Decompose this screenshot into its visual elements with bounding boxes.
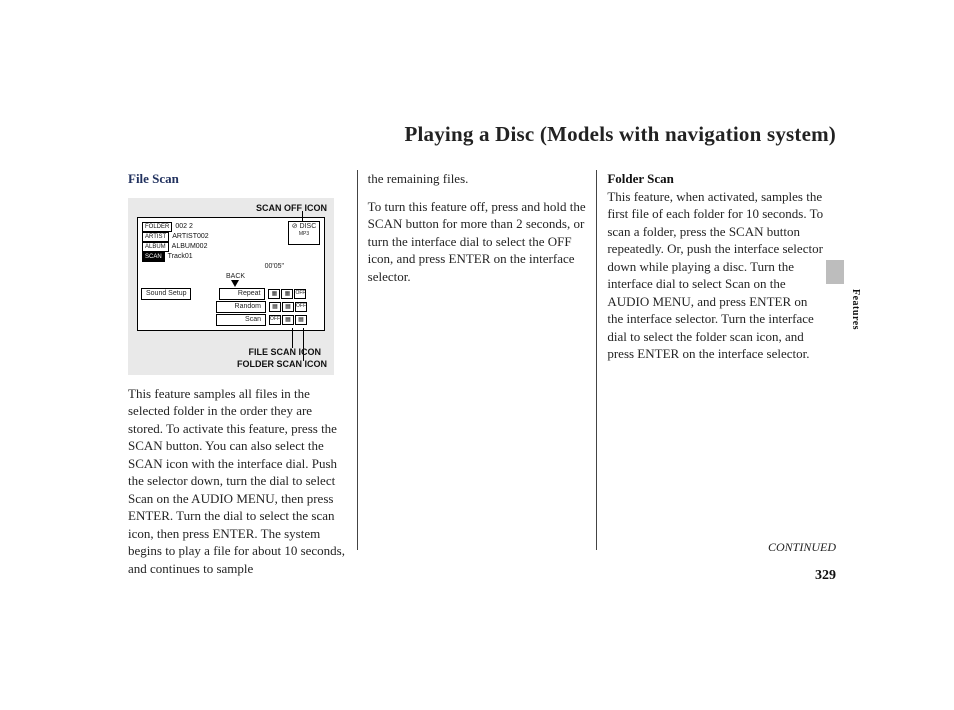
caption-folder-scan-icon: FOLDER SCAN ICON (237, 358, 327, 370)
row-artist: ARTIST ARTIST002 (142, 232, 284, 242)
page-number: 329 (815, 568, 836, 584)
btn-sound-setup: Sound Setup (141, 288, 191, 300)
column-3: Folder Scan This feature, when activated… (596, 170, 836, 550)
disc-format: MP3 (289, 231, 319, 238)
folder-scan-icon: ▦ (295, 315, 307, 325)
btn-repeat: Repeat (219, 288, 265, 300)
disc-label: ⊘ DISC (289, 222, 319, 231)
repeat-icon-1: ▦ (268, 289, 280, 299)
btn-random: Random (216, 301, 266, 313)
repeat-toggles: ▦ ▦ OFF (268, 289, 306, 299)
manual-page: Playing a Disc (Models with navigation s… (0, 0, 954, 710)
val-artist: ARTIST002 (172, 232, 208, 241)
tag-artist: ARTIST (142, 232, 169, 242)
scan-off-icon: OFF (269, 315, 281, 325)
random-toggles: ▦ ▦ OFF (269, 302, 307, 312)
val-folder: 002 2 (175, 222, 193, 231)
tag-album: ALBUM (142, 242, 169, 252)
leader-scanoff (302, 211, 303, 221)
row-folder: FOLDER 002 2 (142, 222, 284, 232)
col1-body: This feature samples all files in the se… (128, 385, 347, 578)
content-columns: File Scan SCAN OFF ICON ⊘ DISC MP3 FOLDE… (118, 170, 836, 550)
val-album: ALBUM002 (172, 242, 208, 251)
tag-folder: FOLDER (142, 222, 172, 232)
back-caret-icon (231, 280, 239, 287)
caption-file-scan-icon: FILE SCAN ICON (248, 346, 321, 358)
scan-toggles: OFF ▦ ▦ (269, 315, 307, 325)
display-figure: SCAN OFF ICON ⊘ DISC MP3 FOLDER 002 2 AR… (128, 198, 334, 375)
leader-file (292, 328, 293, 348)
elapsed-time: 00'05" (265, 262, 284, 271)
file-scan-icon: ▦ (282, 315, 294, 325)
side-tab (826, 260, 844, 284)
repeat-icon-2: ▦ (281, 289, 293, 299)
disc-badge: ⊘ DISC MP3 (288, 221, 320, 245)
page-title: Playing a Disc (Models with navigation s… (404, 122, 836, 147)
row-track: SCAN Track01 (142, 252, 284, 262)
col2-p2: To turn this feature off, press and hold… (368, 198, 587, 286)
col2-p1: the remaining files. (368, 170, 587, 188)
continued-label: CONTINUED (768, 540, 836, 555)
display-panel: ⊘ DISC MP3 FOLDER 002 2 ARTIST ARTIST002… (137, 217, 325, 331)
column-1: File Scan SCAN OFF ICON ⊘ DISC MP3 FOLDE… (118, 170, 357, 550)
repeat-off: OFF (294, 289, 306, 299)
tag-scan: SCAN (142, 252, 165, 262)
col3-body: This feature, when activated, samples th… (607, 188, 826, 363)
btn-scan: Scan (216, 314, 266, 326)
random-icon-1: ▦ (269, 302, 281, 312)
caption-scan-off-icon: SCAN OFF ICON (256, 202, 327, 214)
random-off: OFF (295, 302, 307, 312)
random-icon-2: ▦ (282, 302, 294, 312)
heading-folder-scan: Folder Scan (607, 170, 826, 188)
side-tab-label: Features (851, 289, 861, 330)
heading-file-scan: File Scan (128, 170, 347, 188)
column-2: the remaining files. To turn this featur… (357, 170, 597, 550)
row-album: ALBUM ALBUM002 (142, 242, 284, 252)
val-track: Track01 (168, 252, 193, 261)
